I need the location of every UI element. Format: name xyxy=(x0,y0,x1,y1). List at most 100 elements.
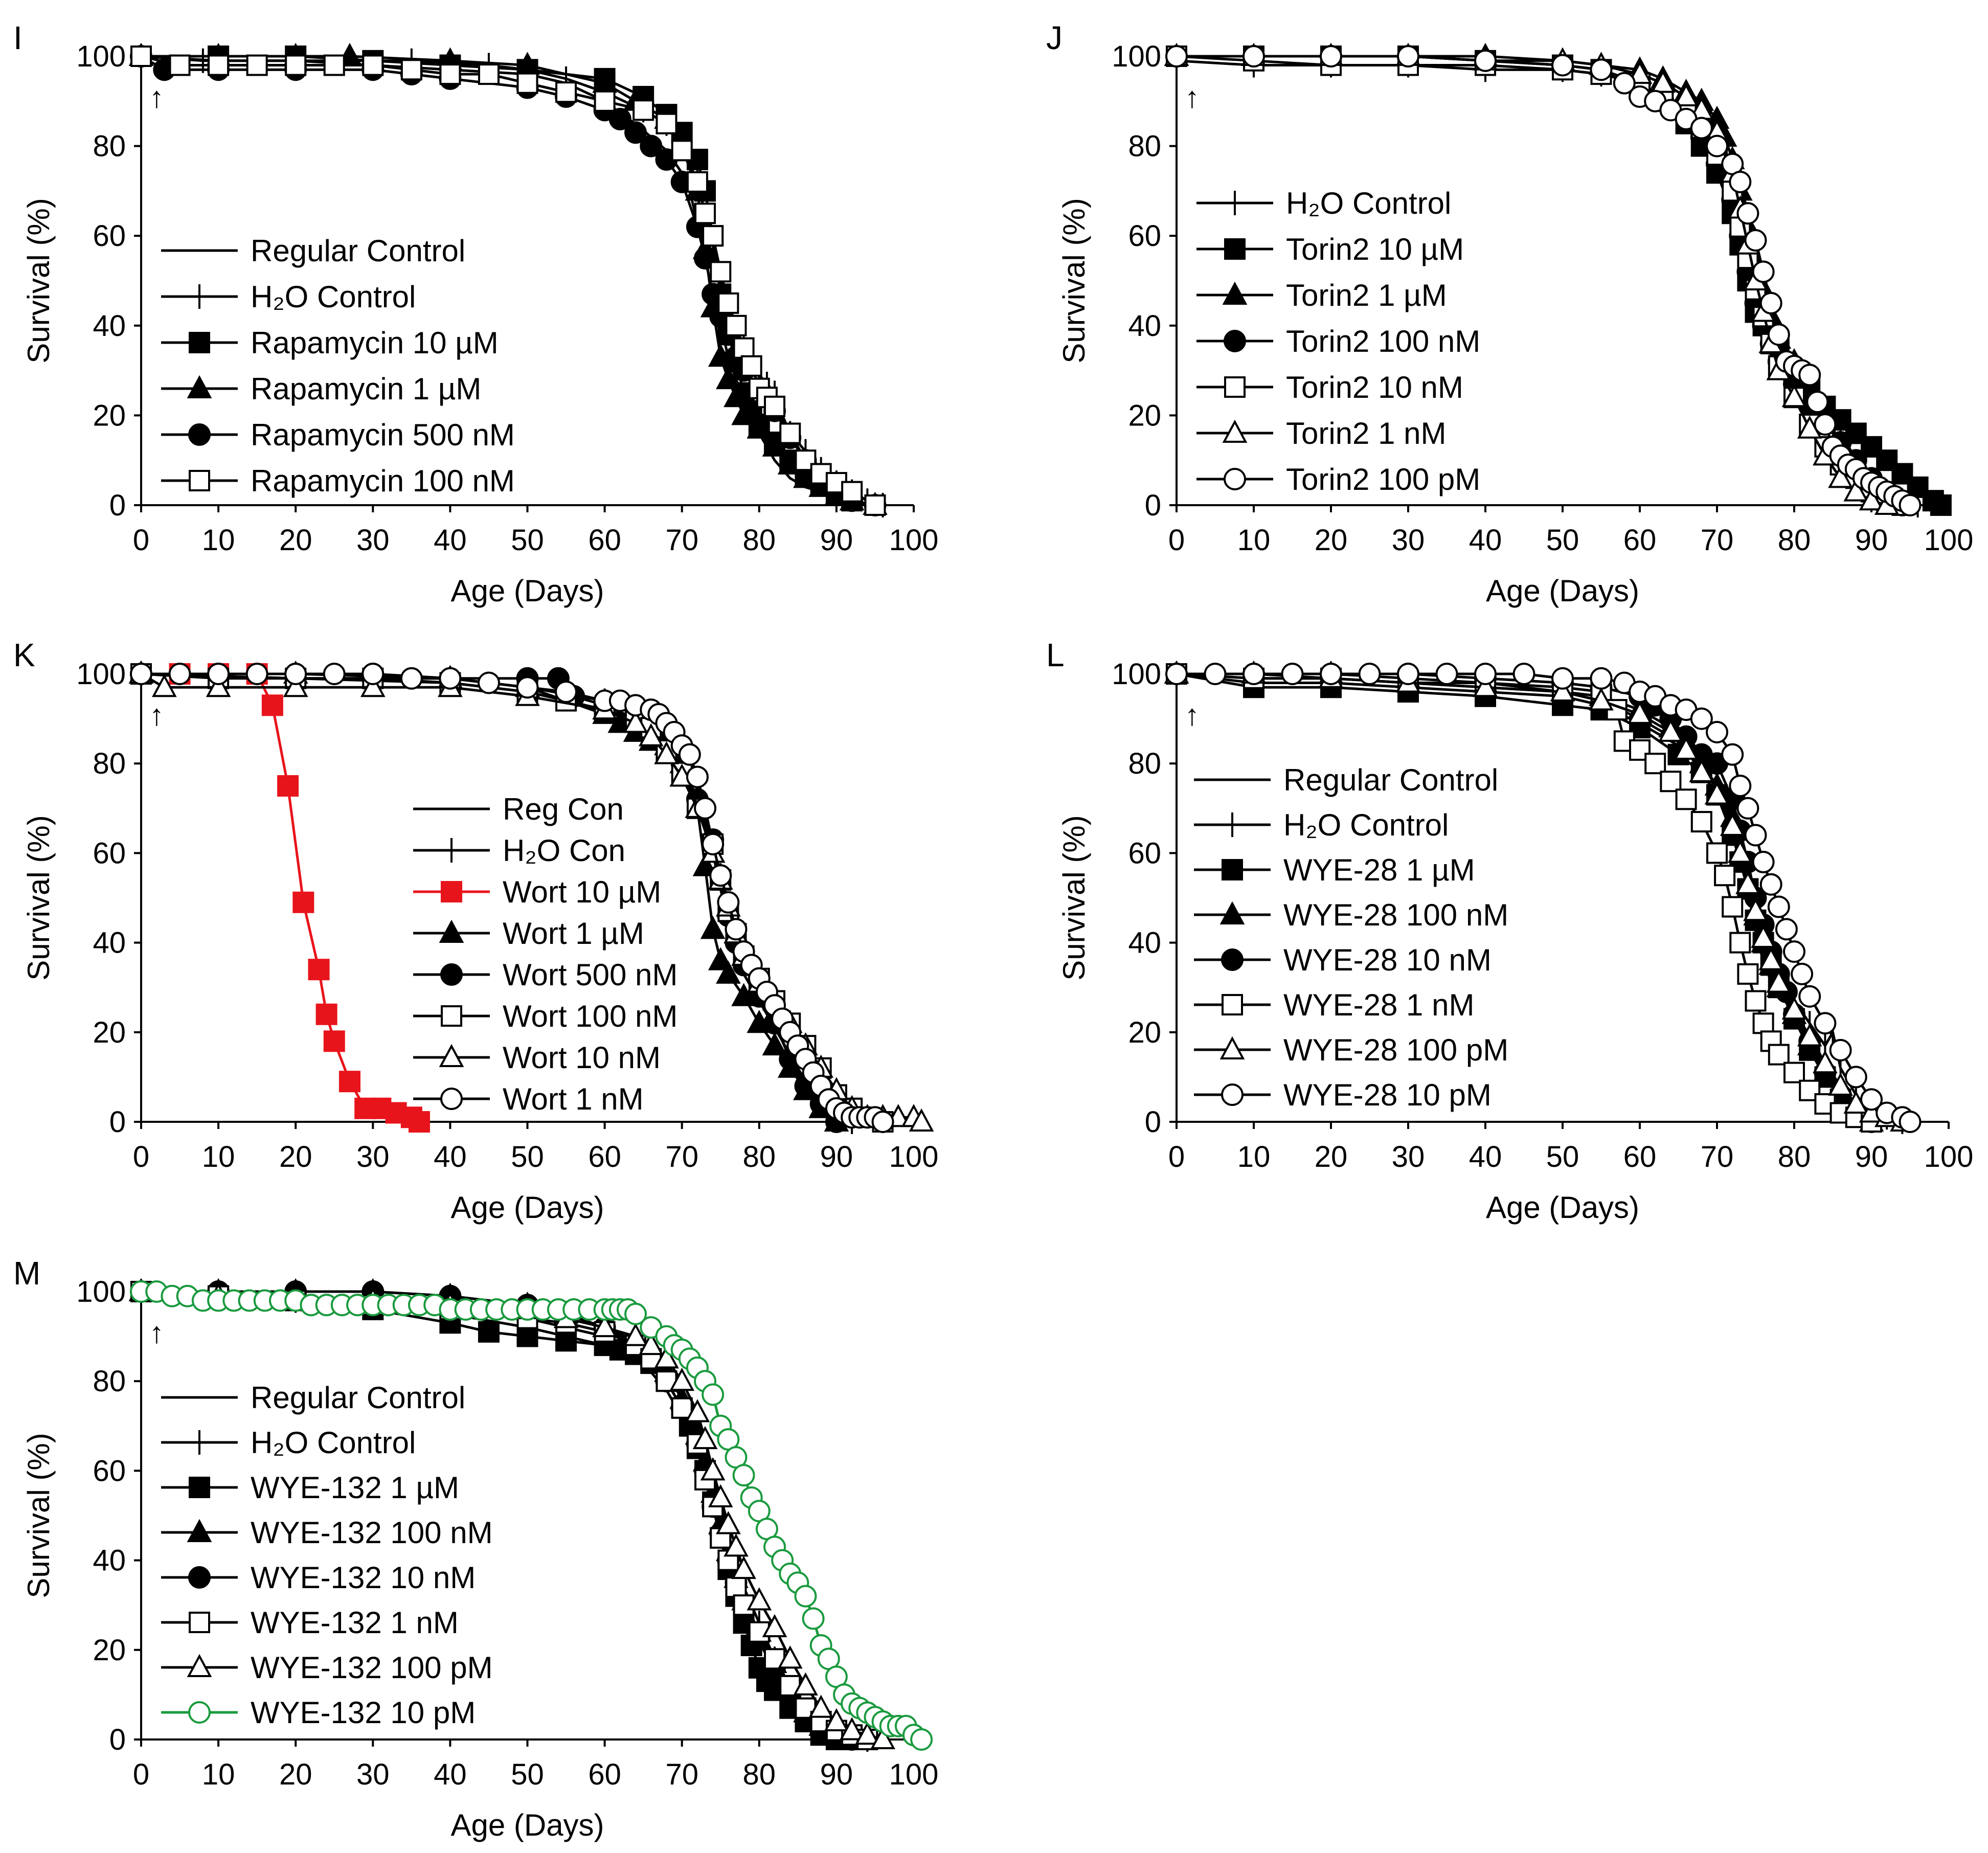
data-point xyxy=(624,1302,647,1325)
legend-marker xyxy=(189,470,210,491)
data-point xyxy=(724,384,749,408)
x-tick-label: 90 xyxy=(820,1758,853,1791)
data-point xyxy=(1714,865,1736,887)
x-tick-label: 30 xyxy=(1392,1140,1425,1173)
x-tick-label: 40 xyxy=(434,524,467,557)
x-tick-label: 0 xyxy=(1168,524,1185,557)
legend-marker xyxy=(188,1701,211,1724)
data-point xyxy=(1551,54,1574,77)
data-point xyxy=(283,674,308,697)
data-point xyxy=(656,112,677,134)
y-tick-label: 20 xyxy=(93,1634,126,1667)
legend-label: WYE-132 10 pM xyxy=(251,1696,476,1730)
y-tick-label: 60 xyxy=(93,837,126,870)
x-tick-label: 50 xyxy=(511,1758,544,1791)
data-point xyxy=(516,676,539,699)
data-point xyxy=(592,1314,617,1338)
y-tick-label: 40 xyxy=(93,1544,126,1577)
legend-label: Regular Control xyxy=(1283,763,1498,797)
legend-marker xyxy=(188,1566,211,1589)
data-point xyxy=(1512,663,1535,685)
data-point xyxy=(245,663,268,685)
data-point xyxy=(638,1331,664,1355)
x-tick-label: 0 xyxy=(133,1140,149,1173)
data-point xyxy=(839,1717,865,1741)
panel-letter: I xyxy=(13,19,22,56)
data-point xyxy=(206,674,231,697)
data-point xyxy=(284,663,307,685)
data-point xyxy=(1689,759,1714,782)
data-point xyxy=(151,674,177,697)
data-point xyxy=(764,395,786,417)
legend-marker xyxy=(441,1005,462,1027)
legend-label: Torin2 10 µM xyxy=(1286,232,1464,266)
data-point xyxy=(1320,663,1342,685)
legend-label: Rapamycin 1 µM xyxy=(251,372,481,406)
data-point xyxy=(802,1607,825,1630)
data-point xyxy=(439,667,462,690)
data-point xyxy=(623,1323,648,1346)
x-tick-label: 70 xyxy=(665,1140,698,1173)
x-tick-label: 100 xyxy=(1924,1140,1974,1173)
x-tick-label: 40 xyxy=(434,1758,467,1791)
data-point xyxy=(168,663,191,685)
data-point xyxy=(1627,60,1653,84)
x-tick-label: 0 xyxy=(1168,1140,1185,1173)
data-point xyxy=(747,1587,772,1611)
data-point xyxy=(1766,969,1792,993)
data-point xyxy=(1474,49,1497,72)
y-tick-label: 80 xyxy=(1128,130,1161,163)
treatment-start-arrow: ↑ xyxy=(149,81,164,114)
series-5 xyxy=(130,46,886,516)
series-7 xyxy=(130,663,894,1133)
data-point xyxy=(910,1728,933,1751)
data-point xyxy=(323,1030,345,1052)
data-point xyxy=(1720,812,1745,836)
data-point xyxy=(795,449,817,471)
data-point xyxy=(516,1325,538,1347)
x-tick-label: 80 xyxy=(743,524,776,557)
data-point xyxy=(686,765,709,788)
data-point xyxy=(1675,788,1697,810)
data-point xyxy=(1660,771,1682,793)
legend-label: WYE-28 1 nM xyxy=(1283,988,1474,1022)
y-axis-title: Survival (%) xyxy=(21,198,56,363)
y-tick-label: 0 xyxy=(109,489,126,522)
data-point xyxy=(1358,663,1381,685)
data-point xyxy=(669,1367,695,1391)
legend-label: WYE-132 1 nM xyxy=(251,1606,459,1640)
data-point xyxy=(708,1484,733,1507)
data-point xyxy=(909,1108,934,1132)
series-7 xyxy=(130,1280,933,1751)
data-point xyxy=(1727,840,1753,863)
data-point xyxy=(169,54,191,76)
series-6 xyxy=(1165,45,1922,516)
data-point xyxy=(1907,476,1929,498)
data-point xyxy=(1759,873,1782,896)
x-tick-label: 0 xyxy=(133,1758,149,1791)
data-point xyxy=(1798,364,1821,387)
data-point xyxy=(292,891,314,913)
x-tick-label: 70 xyxy=(1701,524,1734,557)
x-tick-label: 60 xyxy=(1623,524,1657,557)
data-point xyxy=(1828,1072,1853,1096)
data-point xyxy=(555,1330,577,1352)
data-point xyxy=(1744,229,1767,252)
legend-label: WYE-28 1 µM xyxy=(1283,853,1475,887)
y-axis-title: Survival (%) xyxy=(1057,815,1091,980)
y-tick-label: 20 xyxy=(1128,1016,1161,1049)
y-tick-label: 80 xyxy=(93,747,126,780)
legend-marker xyxy=(189,1612,210,1633)
data-point xyxy=(1729,775,1752,797)
y-tick-label: 0 xyxy=(109,1723,126,1756)
x-tick-label: 90 xyxy=(820,524,853,557)
legend-label: Torin2 100 pM xyxy=(1286,462,1480,496)
data-point xyxy=(740,355,762,377)
y-tick-label: 40 xyxy=(93,309,126,343)
data-point xyxy=(702,832,725,855)
data-point xyxy=(1589,687,1614,711)
panel-k: K 0 20 40 60 80 100 0 10 20 30 40 50 60 70 80 90 100 Age (… xyxy=(13,637,938,1225)
data-point xyxy=(1590,667,1613,690)
y-tick-label: 100 xyxy=(76,40,126,73)
x-tick-label: 90 xyxy=(820,1140,853,1173)
